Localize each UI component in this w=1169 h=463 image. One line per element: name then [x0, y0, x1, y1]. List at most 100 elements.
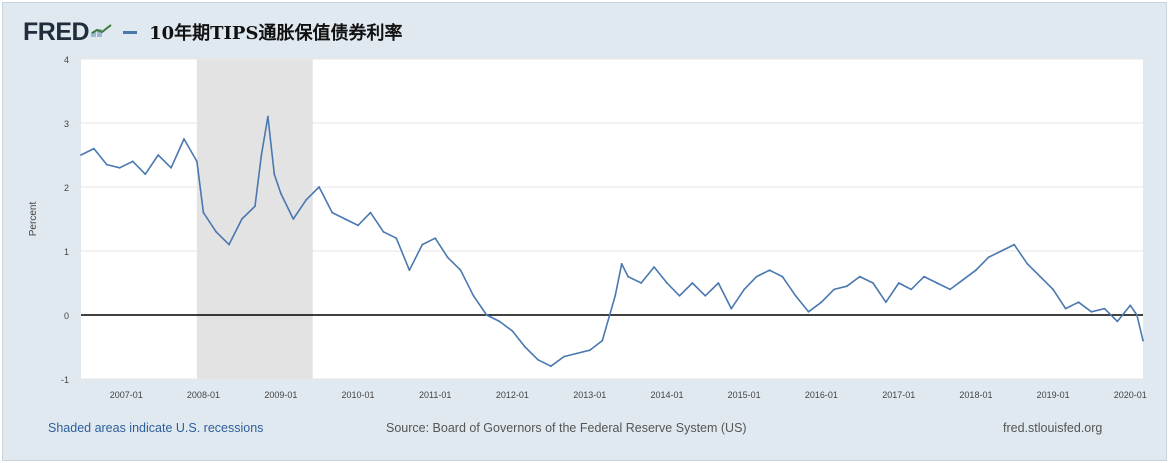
x-tick-label: 2010-01 — [342, 390, 375, 400]
data-point — [936, 282, 938, 284]
data-point — [260, 154, 263, 156]
data-point — [395, 237, 398, 240]
data-point — [730, 307, 733, 310]
data-point — [743, 288, 746, 291]
data-point — [923, 275, 926, 278]
data-point — [962, 278, 964, 281]
x-tick-label: 2011-01 — [419, 390, 451, 400]
data-point — [292, 218, 295, 220]
x-tick-label: 2007-01 — [110, 390, 143, 400]
data-point — [601, 339, 604, 342]
data-point — [434, 237, 437, 240]
x-tick-label: 2013-01 — [573, 390, 606, 400]
data-point — [1135, 314, 1138, 316]
data-point — [691, 282, 694, 284]
data-point — [241, 218, 243, 220]
x-tick-label: 2014-01 — [650, 390, 683, 400]
recession-band — [196, 59, 313, 379]
data-point — [331, 211, 334, 214]
y-tick-label: 2 — [64, 183, 69, 193]
recession-note-link[interactable]: Shaded areas indicate U.S. recessions — [48, 421, 264, 435]
y-tick-label: -1 — [61, 375, 69, 385]
fred-logo[interactable]: FRED — [23, 17, 90, 46]
y-axis-ticks: -1 0 1 2 3 4 — [61, 55, 69, 385]
data-point — [1026, 262, 1029, 265]
data-point — [1039, 275, 1042, 278]
data-point — [118, 166, 121, 169]
data-point — [408, 269, 411, 272]
y-tick-label: 4 — [64, 55, 69, 65]
data-point — [704, 294, 707, 297]
data-point — [105, 163, 108, 166]
data-point — [1064, 307, 1067, 310]
x-tick-label: 2016-01 — [805, 390, 838, 400]
data-point — [846, 285, 848, 288]
x-axis-ticks: 2007-01 2008-01 2009-01 2010-01 2011-01 2012-… — [110, 390, 1147, 400]
site-link[interactable]: fred.stlouisfed.org — [1003, 421, 1103, 435]
data-point — [1129, 304, 1132, 307]
data-point — [1052, 288, 1055, 291]
data-point — [511, 330, 514, 332]
data-point — [183, 138, 185, 140]
series-line-layer — [80, 115, 1144, 368]
data-point — [80, 154, 82, 156]
source-text: Source: Board of Governors of the Federa… — [386, 421, 747, 435]
data-point — [1077, 301, 1080, 304]
data-point — [369, 211, 372, 214]
data-point — [1000, 250, 1003, 252]
data-point — [858, 275, 861, 278]
data-point — [202, 211, 205, 214]
data-point — [228, 243, 230, 246]
data-point — [820, 301, 823, 304]
x-tick-label: 2018-01 — [959, 390, 992, 400]
data-point — [524, 346, 526, 348]
data-point — [666, 282, 668, 284]
data-point — [781, 275, 784, 278]
y-axis-label: Percent — [28, 202, 39, 237]
fred-logo-chart-icon — [91, 23, 113, 42]
data-point — [92, 147, 95, 150]
data-point — [987, 256, 990, 259]
data-point — [498, 320, 501, 323]
data-point — [884, 301, 887, 304]
data-point — [254, 205, 256, 208]
data-point — [833, 288, 835, 291]
data-point — [549, 365, 552, 368]
data-point — [170, 166, 172, 169]
data-point — [472, 294, 475, 297]
data-point — [273, 173, 276, 176]
data-point — [588, 349, 591, 352]
data-point — [446, 256, 449, 259]
data-point — [640, 282, 643, 284]
chart-title: 10年期TIPS通胀保值债券利率 — [149, 23, 403, 44]
data-point — [131, 160, 134, 163]
data-point — [195, 160, 198, 163]
data-point — [717, 282, 720, 284]
x-tick-label: 2020-01 — [1114, 390, 1147, 400]
data-point — [653, 266, 655, 268]
data-point — [794, 294, 797, 297]
data-point — [1090, 310, 1093, 313]
data-point — [897, 282, 900, 284]
data-point — [949, 288, 952, 291]
data-point — [807, 310, 810, 313]
data-point — [678, 294, 681, 297]
data-point — [975, 269, 977, 272]
data-point — [1013, 243, 1016, 246]
y-tick-label: 1 — [64, 247, 69, 257]
y-tick-label: 3 — [64, 119, 69, 129]
data-point — [215, 230, 218, 233]
data-point — [382, 230, 385, 233]
data-point — [575, 352, 578, 355]
data-point — [1116, 320, 1119, 323]
series-line — [80, 115, 1144, 368]
data-point — [267, 115, 269, 118]
recession-layer — [196, 59, 313, 379]
x-tick-label: 2017-01 — [882, 390, 915, 400]
line-chart: -1 0 1 2 3 4 2007-01 2008-01 2009-01 2010-01 2011… — [28, 55, 1147, 400]
data-point — [768, 269, 771, 272]
x-tick-label: 2015-01 — [728, 390, 761, 400]
data-point — [1142, 339, 1144, 342]
data-point — [144, 173, 147, 176]
